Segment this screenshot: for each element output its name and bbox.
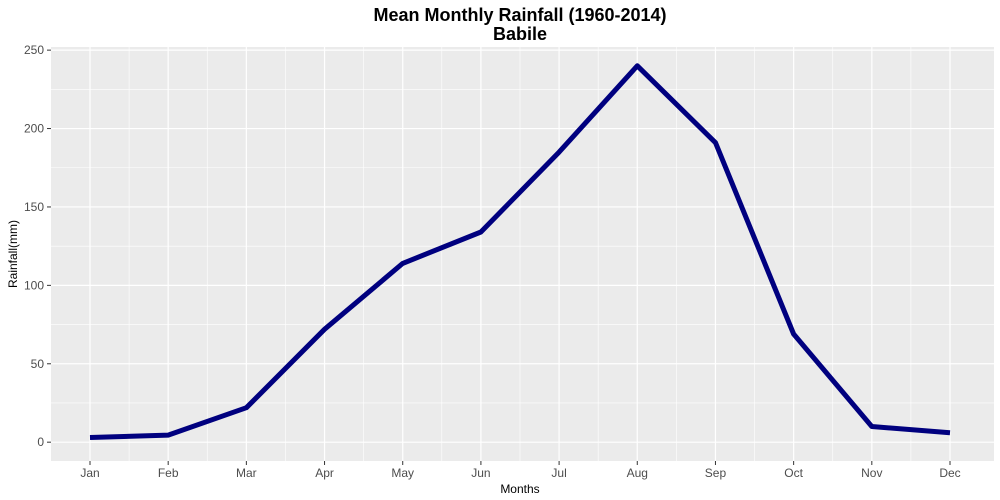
y-tick-label: 0 [37,435,44,449]
x-tick-label: Oct [784,466,803,480]
y-axis: 0 50 100 150 200 250 [24,43,51,449]
x-tick-label: May [391,466,414,480]
y-tick-label: 250 [24,43,44,57]
y-tick-label: 200 [24,122,44,136]
x-tick-label: Nov [861,466,882,480]
x-tick-label: Sep [705,466,727,480]
y-tick-label: 150 [24,200,44,214]
x-tick-label: Jan [80,466,99,480]
chart-title: Mean Monthly Rainfall (1960-2014) [373,5,666,25]
x-tick-label: Jul [551,466,566,480]
y-tick-label: 100 [24,278,44,292]
x-tick-label: Aug [627,466,648,480]
series-line [89,63,951,440]
x-tick-label: Dec [939,466,960,480]
grid-major [51,47,994,461]
x-tick-label: Feb [158,466,179,480]
y-tick-label: 50 [31,357,45,371]
plot-panel [51,47,994,461]
y-axis-title: Rainfall(mm) [6,220,20,288]
grid-minor [51,47,994,461]
x-axis: Jan Feb Mar Apr May Jun Jul Aug Sep Oct Nov Dec [80,461,961,480]
x-tick-label: Mar [236,466,257,480]
x-axis-title: Months [500,482,539,496]
series-layer [89,63,951,440]
chart-subtitle: Babile [493,24,547,44]
x-tick-label: Jun [471,466,490,480]
x-tick-label: Apr [315,466,334,480]
